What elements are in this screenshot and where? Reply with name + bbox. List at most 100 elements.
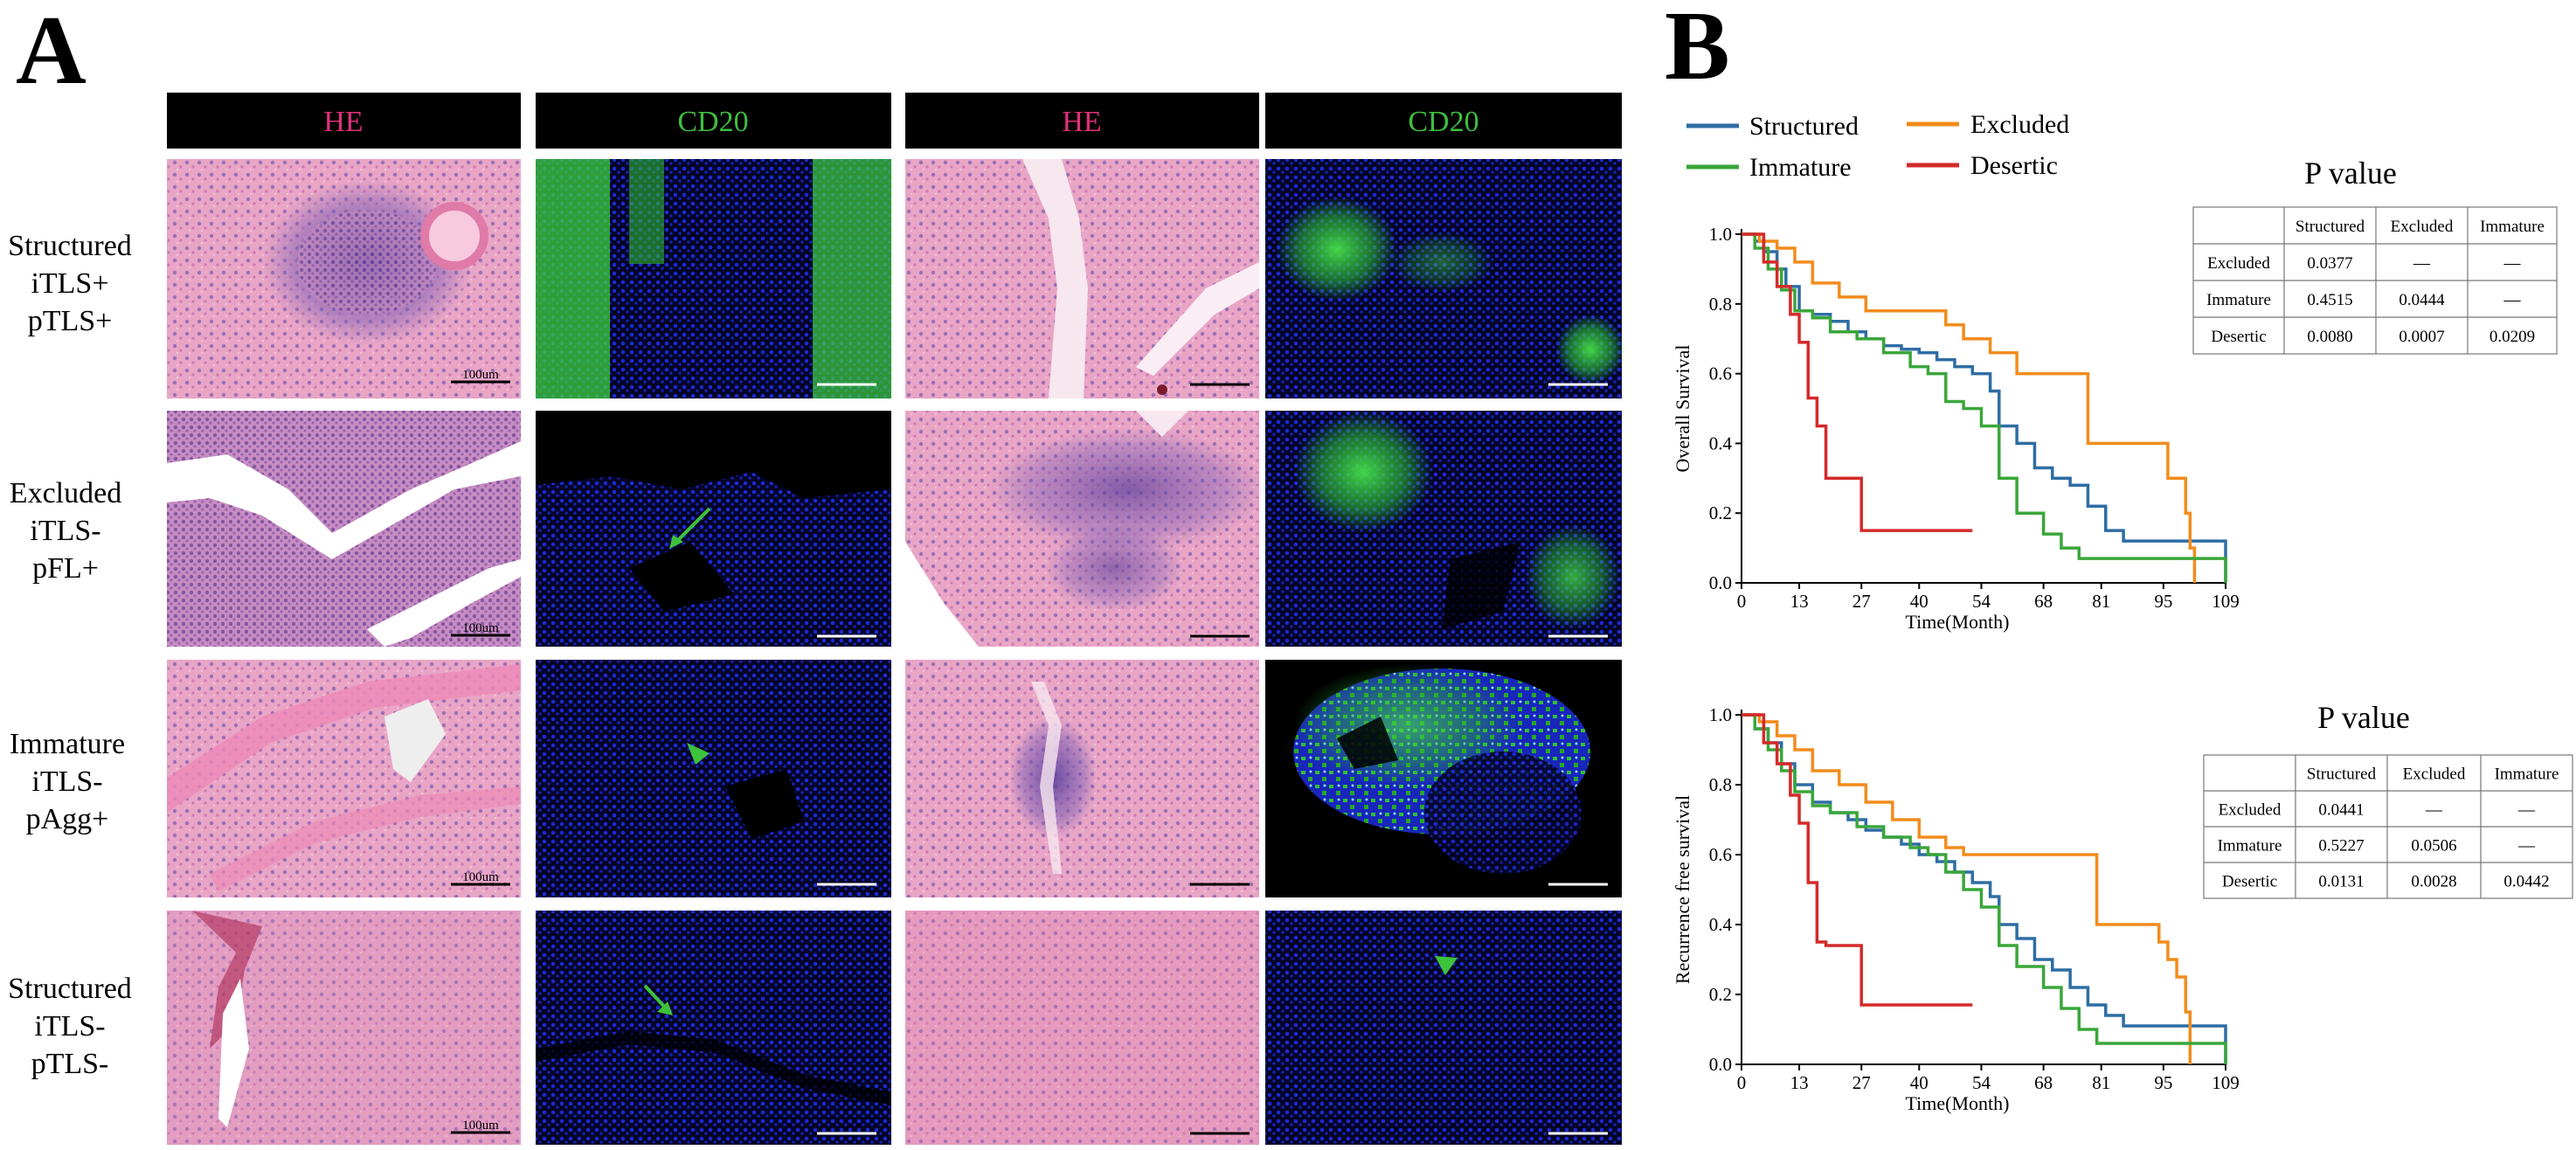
micrograph-cd20-row2-left bbox=[536, 411, 891, 647]
table-cell: — bbox=[2503, 291, 2522, 309]
table-cell: 0.0506 bbox=[2411, 837, 2456, 856]
micrograph-cd20-row2-right bbox=[1265, 411, 1622, 647]
micrograph-he-row3-left: 100um bbox=[167, 660, 521, 897]
micrograph-cd20-row1-right bbox=[1265, 159, 1625, 398]
micrograph-cd20-row4-left bbox=[536, 911, 891, 1145]
micrograph-he-row3-right bbox=[905, 660, 1259, 897]
table-cell: — bbox=[2517, 801, 2536, 820]
x-tick-label: 95 bbox=[2154, 1072, 2172, 1093]
panel-a-label: A bbox=[16, 0, 87, 105]
row-label-line: iTLS- bbox=[30, 515, 100, 547]
table-cell: 0.0028 bbox=[2411, 873, 2456, 891]
legend-label: Excluded bbox=[1970, 110, 2069, 139]
series-line-desertic bbox=[1742, 713, 1973, 1007]
micrograph-he-row1-left: 100um bbox=[167, 159, 521, 398]
series-line-desertic bbox=[1742, 232, 1973, 532]
table-cell: — bbox=[2503, 254, 2522, 273]
series-line-excluded bbox=[1742, 713, 2192, 1064]
arrow-indicator bbox=[643, 984, 668, 1011]
table-cell: 0.0007 bbox=[2399, 328, 2444, 346]
row-label-line: iTLS+ bbox=[31, 267, 108, 300]
table-cell: 0.0377 bbox=[2307, 254, 2352, 273]
micrograph-he-row2-right bbox=[905, 411, 1267, 647]
micrograph-he-row1-right bbox=[905, 159, 1259, 398]
x-tick-label: 109 bbox=[2212, 591, 2240, 612]
micrograph-cd20-row3-left bbox=[536, 660, 891, 897]
column-headers: HE CD20 HE CD20 bbox=[167, 93, 1622, 149]
x-tick-label: 95 bbox=[2154, 591, 2172, 612]
scale-bar-label: 100um bbox=[462, 870, 499, 884]
table-title: P value bbox=[2317, 700, 2410, 735]
table-row-label: Excluded bbox=[2207, 254, 2270, 273]
arrowhead-indicator bbox=[1435, 956, 1458, 975]
row-label-line: Structured bbox=[8, 973, 132, 1005]
series-line-structured bbox=[1742, 232, 2227, 583]
scale-bar-label: 100um bbox=[462, 368, 499, 382]
table-header-cell: Excluded bbox=[2391, 218, 2454, 236]
micrograph-he-row4-left: 100um bbox=[167, 911, 521, 1145]
p-value-table-overall: P value Structured Excluded Immature Exclude… bbox=[2192, 156, 2558, 355]
row-label-line: pAgg+ bbox=[26, 803, 109, 835]
x-tick-label: 54 bbox=[1972, 591, 1991, 612]
p-value-table-recurrence: P value Structured Excluded Immature Exclude… bbox=[2203, 700, 2573, 899]
row-label-line: iTLS- bbox=[34, 1010, 105, 1043]
y-tick-label: 0.0 bbox=[1709, 572, 1732, 593]
table-header-cell: Excluded bbox=[2403, 766, 2466, 784]
y-axis-label: Recurrence free survival bbox=[1672, 795, 1693, 984]
x-tick-label: 0 bbox=[1737, 591, 1747, 612]
row-label-line: Immature bbox=[10, 728, 125, 760]
x-axis-label: Time(Month) bbox=[1906, 611, 2010, 633]
column-header-bg bbox=[536, 93, 891, 149]
series-line-immature bbox=[1742, 232, 2227, 583]
table-row-label: Excluded bbox=[2219, 801, 2282, 820]
row-label-line: pTLS- bbox=[31, 1048, 109, 1080]
table-cell: 0.5227 bbox=[2318, 837, 2364, 856]
column-header-label: CD20 bbox=[1408, 106, 1478, 138]
x-axis-label: Time(Month) bbox=[1906, 1092, 2010, 1114]
y-tick-label: 0.4 bbox=[1709, 914, 1733, 935]
x-tick-label: 0 bbox=[1737, 1072, 1747, 1093]
legend-label: Immature bbox=[1749, 153, 1852, 182]
table-cell: 0.0442 bbox=[2503, 873, 2549, 891]
table-cell: — bbox=[2517, 837, 2536, 856]
table-title: P value bbox=[2304, 156, 2397, 191]
x-tick-label: 109 bbox=[2212, 1072, 2240, 1093]
scale-bar-label: 100um bbox=[462, 1119, 499, 1133]
table-header-cell: Structured bbox=[2307, 766, 2377, 784]
table-cell: 0.0209 bbox=[2489, 328, 2535, 346]
x-tick-label: 13 bbox=[1790, 1072, 1809, 1093]
column-header-bg bbox=[167, 93, 521, 149]
y-tick-label: 0.8 bbox=[1709, 294, 1732, 315]
table-cell: 0.4515 bbox=[2307, 291, 2352, 309]
table-cell: — bbox=[2425, 801, 2443, 820]
column-header-label: CD20 bbox=[677, 106, 748, 138]
micrograph-cd20-row1-left bbox=[536, 159, 891, 398]
overall-survival-chart: 0 13 27 40 54 68 81 95 109 0.0 0.2 0.4 0.6 0.8 1.0 Time… bbox=[1672, 224, 2240, 633]
panel-b-label: B bbox=[1665, 0, 1730, 100]
series-line-structured bbox=[1742, 713, 2227, 1064]
legend: Structured Excluded Immature Desertic bbox=[1686, 110, 2069, 182]
x-tick-label: 27 bbox=[1852, 591, 1871, 612]
x-tick-label: 40 bbox=[1910, 1072, 1929, 1093]
table-cell: 0.0441 bbox=[2318, 801, 2364, 820]
table-row-label: Desertic bbox=[2211, 328, 2266, 346]
y-tick-label: 1.0 bbox=[1709, 224, 1732, 245]
row-label-line: pTLS+ bbox=[28, 305, 113, 337]
series-line-immature bbox=[1742, 713, 2227, 1064]
scale-bar-label: 100um bbox=[462, 621, 499, 635]
micrograph-cd20-row4-right bbox=[1265, 911, 1622, 1145]
x-tick-label: 13 bbox=[1790, 591, 1809, 612]
column-header-bg bbox=[1265, 93, 1622, 149]
arrow-indicator bbox=[673, 507, 711, 545]
y-tick-label: 0.2 bbox=[1709, 984, 1732, 1005]
x-tick-label: 81 bbox=[2092, 591, 2110, 612]
y-tick-label: 0.6 bbox=[1709, 844, 1732, 865]
column-header-bg bbox=[905, 93, 1259, 149]
row-label-line: Excluded bbox=[10, 477, 121, 509]
row-label-line: iTLS- bbox=[31, 766, 102, 798]
y-tick-label: 1.0 bbox=[1709, 704, 1732, 725]
row-label-line: pFL+ bbox=[32, 552, 99, 585]
x-tick-label: 81 bbox=[2092, 1072, 2110, 1093]
table-header-cell: Immature bbox=[2480, 218, 2545, 236]
